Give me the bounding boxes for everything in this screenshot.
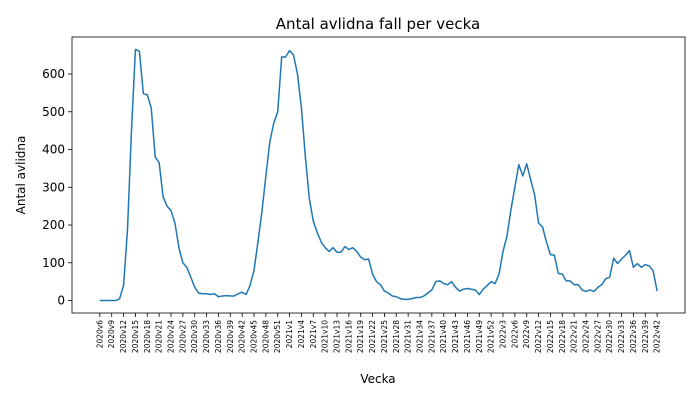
x-tick-label: 2021v13: [333, 320, 342, 353]
x-tick-label: 2020v27: [178, 320, 187, 353]
x-tick-label: 2021v22: [368, 320, 377, 353]
x-tick-label: 2022v39: [641, 320, 650, 353]
x-tick-label: 2021v4: [297, 320, 306, 349]
x-tick-label: 2020v9: [107, 320, 116, 349]
x-tick-label: 2021v16: [344, 320, 353, 353]
y-tick-label: 100: [42, 256, 65, 270]
x-tick-label: 2021v1: [285, 320, 294, 349]
x-tick-label: 2021v31: [404, 320, 413, 353]
x-tick-label: 2022v42: [653, 320, 662, 353]
x-tick-label: 2022v18: [558, 320, 567, 353]
x-tick-label: 2021v19: [356, 320, 365, 353]
x-tick-label: 2020v24: [167, 320, 176, 353]
x-tick-label: 2020v48: [261, 320, 270, 353]
x-tick-label: 2022v36: [629, 320, 638, 353]
y-tick-label: 400: [42, 143, 65, 157]
x-tick-label: 2022v27: [593, 320, 602, 353]
x-tick-label: 2020v42: [238, 320, 247, 353]
plot-frame: [71, 36, 686, 314]
x-tick-label: 2020v18: [143, 320, 152, 353]
y-tick-label: 600: [42, 67, 65, 81]
chart-title: Antal avlidna fall per vecka: [276, 15, 480, 33]
x-tick-label: 2021v49: [475, 320, 484, 353]
x-tick-label: 2020v12: [119, 320, 128, 353]
x-tick-label: 2022v30: [605, 320, 614, 353]
x-tick-label: 2021v25: [380, 320, 389, 353]
data-line: [99, 48, 658, 302]
y-axis-label: Antal avlidna: [14, 136, 28, 215]
x-tick-label: 2020v6: [95, 320, 104, 349]
x-tick-label: 2022v6: [510, 320, 519, 349]
x-tick-label: 2021v40: [439, 320, 448, 353]
x-tick-label: 2021v34: [415, 320, 424, 353]
x-tick-label: 2020v36: [214, 320, 223, 353]
y-tick-label: 200: [42, 218, 65, 232]
x-axis-label: Vecka: [360, 372, 395, 386]
x-tick-label: 2020v33: [202, 320, 211, 353]
x-tick-label: 2022v21: [570, 320, 579, 353]
x-tick-label: 2020v45: [250, 320, 259, 353]
x-tick-label: 2020v30: [190, 320, 199, 353]
x-tick-label: 2022v12: [534, 320, 543, 353]
x-tick-label: 2021v52: [487, 320, 496, 353]
x-tick-label: 2022v15: [546, 320, 555, 353]
y-tick-label: 500: [42, 105, 65, 119]
x-tick-label: 2021v43: [451, 320, 460, 353]
x-tick-label: 2020v51: [273, 320, 282, 353]
y-tick-label: 0: [57, 294, 65, 308]
x-tick-label: 2021v28: [392, 320, 401, 353]
x-tick-label: 2020v15: [131, 320, 140, 353]
x-tick-label: 2022v9: [522, 320, 531, 349]
x-tick-label: 2021v7: [309, 320, 318, 349]
y-tick-label: 300: [42, 180, 65, 194]
x-tick-label: 2020v39: [226, 320, 235, 353]
x-tick-label: 2022v3: [498, 320, 507, 349]
x-tick-label: 2021v10: [321, 320, 330, 353]
x-tick-label: 2022v24: [581, 320, 590, 353]
x-tick-label: 2022v33: [617, 320, 626, 353]
x-tick-label: 2021v46: [463, 320, 472, 353]
x-tick-label: 2020v21: [155, 320, 164, 353]
x-tick-label: 2021v37: [427, 320, 436, 353]
